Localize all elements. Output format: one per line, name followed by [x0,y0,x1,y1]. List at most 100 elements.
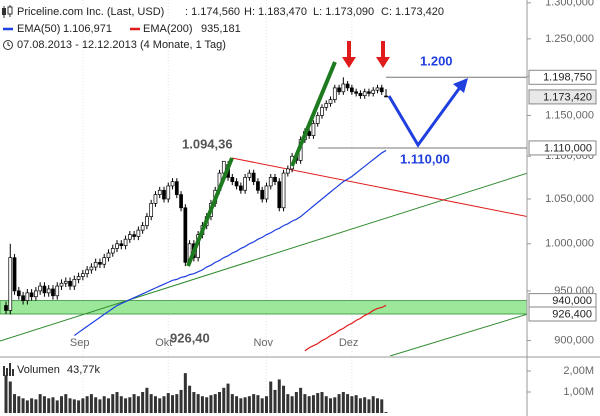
y-tick-label: 1.250,000 [545,33,594,45]
volume-bar [337,394,341,413]
title: Priceline.com Inc. (Last, USD) [17,6,164,18]
legend-value: 935,181 [201,23,241,35]
candle-body [4,305,8,311]
volume-bar [30,398,34,413]
volume-bar [145,387,149,413]
grid [82,0,531,413]
candle-body [102,257,107,265]
trend-line [0,172,527,342]
candle-body [81,273,85,277]
volume-bar [329,398,333,413]
trend-lines [0,157,527,356]
candle-body [256,181,260,191]
volume-bar [273,389,277,413]
volume-bar [4,375,8,413]
trend-stroke [290,61,337,167]
candle-body [153,194,158,204]
annotation: 1.110,00 [400,151,450,166]
y-tick-label: 1,00M [563,386,594,398]
candle-body [85,269,89,275]
candle-body [183,207,188,263]
volume-bar [102,396,106,413]
projection-arrow [387,85,463,148]
trend-stroke [186,157,234,267]
candle-body [375,87,380,91]
ema-line [304,304,387,352]
volume-bar [380,399,384,413]
candle-body [46,288,51,294]
volume-bar [183,373,187,413]
candle-body [98,261,102,265]
volume-bar [149,394,153,413]
volume-bar [72,399,76,413]
level-box [528,306,597,322]
volume-bar [200,396,204,413]
level-box [528,69,597,85]
levels: 1.198,750 1.173,420 1.110,000 940,000926,40… [318,69,597,322]
y-tick-label: 1.050,000 [545,193,594,205]
volume-bar [13,394,17,413]
candle-body [140,225,145,231]
volume-value: 43,77k [67,364,101,376]
candle-body [42,285,47,294]
volume-bar [85,396,89,413]
volume-bar [264,396,268,413]
x-tick-label: Sep [70,337,90,349]
volume-bar [290,396,294,413]
volume-bar [111,394,115,413]
candle-body [243,177,247,191]
candle-icon [2,5,13,18]
ema-line [73,149,387,336]
candle-body [21,295,25,301]
level-label: 940,000 [552,295,592,307]
period: 07.08.2013 - 12.12.2013 (4 Monate, 1 Tag… [17,39,226,51]
volume-bar [51,397,55,413]
volume-bar [230,394,234,413]
ohlc-open: : 1.174,560 [185,6,240,18]
volume-bar [94,397,98,413]
support-band [0,300,528,315]
volume-bar [222,387,226,413]
ohlc-close: C: 1.173,420 [381,6,444,18]
volume-bar [166,393,170,413]
volume-bar [60,396,64,413]
candle-body [119,243,124,246]
volume-bar [21,398,25,413]
volume-bar [375,398,379,413]
candle-body [145,216,149,226]
volume-bar [124,398,128,413]
candle-body [68,280,72,287]
volume-panel: 2,00M 1,00M [4,365,594,413]
volume-bar [42,396,46,413]
y-tick-label: 2,00M [563,365,594,377]
level-label: 926,400 [552,308,592,320]
volume-bar [136,396,140,413]
level-label: 1.198,750 [543,72,592,84]
volume-bar [294,392,298,413]
trend-line [231,157,527,218]
candle-body [345,83,350,89]
candle-body [277,181,282,209]
volume-bar [119,396,123,413]
volume-bar [8,381,12,413]
candle-body [162,189,166,200]
volume-bar [55,400,59,413]
candle-body [268,177,273,187]
candle-body [93,261,98,268]
candle-body [127,234,132,240]
volume-bar [196,394,200,413]
volume-bar [34,399,38,413]
volume-icon [3,363,14,376]
header: Priceline.com Inc. (Last, USD) : 1.174,5… [2,5,444,376]
volume-bar [243,397,247,413]
volume-bar [303,394,307,413]
volume-bar [282,385,286,413]
legend-value: 1.106,971 [63,23,112,35]
arrow-down [376,41,390,68]
candle-body [166,185,171,200]
candle-body [324,103,329,108]
arrow-head [453,78,468,93]
level-label: 1.110,000 [544,142,592,154]
